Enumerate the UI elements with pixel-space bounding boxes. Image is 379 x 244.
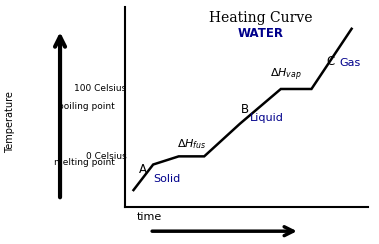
Text: A: A bbox=[139, 163, 147, 176]
Text: Gas: Gas bbox=[340, 59, 361, 69]
Text: Temperature: Temperature bbox=[5, 91, 15, 153]
Text: C: C bbox=[326, 55, 335, 68]
Text: time: time bbox=[137, 212, 163, 222]
Text: 0 Celsius: 0 Celsius bbox=[86, 152, 126, 161]
Text: $\Delta H_{vap}$: $\Delta H_{vap}$ bbox=[270, 66, 302, 83]
Text: Heating Curve: Heating Curve bbox=[209, 11, 312, 25]
Text: B: B bbox=[241, 103, 249, 116]
Text: WATER: WATER bbox=[237, 27, 283, 40]
Text: boiling point: boiling point bbox=[58, 102, 115, 111]
Text: $\Delta H_{fus}$: $\Delta H_{fus}$ bbox=[177, 137, 206, 151]
Text: Liquid: Liquid bbox=[250, 112, 284, 122]
Text: 100 Celsius: 100 Celsius bbox=[74, 84, 126, 93]
Text: melting point: melting point bbox=[54, 158, 115, 167]
Text: Solid: Solid bbox=[153, 174, 180, 184]
